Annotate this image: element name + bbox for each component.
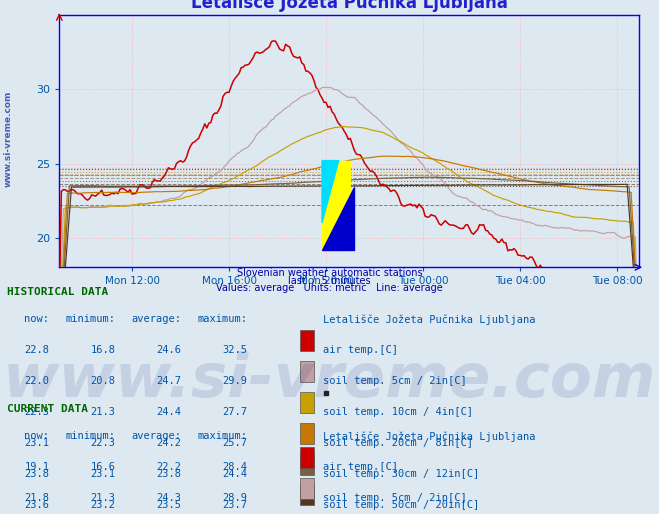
Bar [322,160,351,249]
Text: soil temp. 50cm / 20in[C]: soil temp. 50cm / 20in[C] [323,500,479,510]
Text: 24.2: 24.2 [156,438,181,448]
Bar [300,361,314,382]
Text: Values: average   Units: metric   Line: average: Values: average Units: metric Line: aver… [216,283,443,293]
Text: 22.3: 22.3 [24,407,49,417]
Text: air temp.[C]: air temp.[C] [323,462,398,472]
Text: 22.3: 22.3 [90,438,115,448]
Text: 23.1: 23.1 [24,438,49,448]
Text: 16.8: 16.8 [90,345,115,355]
Text: 23.5: 23.5 [156,500,181,510]
Title: Letališče Jožeta Pučnika Ljubljana: Letališče Jožeta Pučnika Ljubljana [191,0,507,12]
Text: 22.0: 22.0 [24,376,49,386]
Text: 22.8: 22.8 [24,345,49,355]
Text: 27.7: 27.7 [222,407,247,417]
Text: 32.5: 32.5 [222,345,247,355]
Text: average:: average: [131,315,181,324]
Text: 29.9: 29.9 [222,376,247,386]
Text: last  /  5 minutes: last / 5 minutes [288,276,371,286]
Text: 28.4: 28.4 [222,462,247,472]
Text: 21.3: 21.3 [90,493,115,503]
Text: Slovenian weather automatic stations: Slovenian weather automatic stations [237,268,422,278]
Text: 23.8: 23.8 [24,469,49,479]
Text: Letališče Jožeta Pučnika Ljubljana: Letališče Jožeta Pučnika Ljubljana [323,431,535,442]
Text: now:: now: [24,431,49,441]
Text: 21.8: 21.8 [24,493,49,503]
Text: 24.6: 24.6 [156,345,181,355]
Bar [300,331,314,351]
Polygon shape [322,160,339,223]
Text: 16.6: 16.6 [90,462,115,472]
Text: 22.2: 22.2 [156,462,181,472]
Text: 19.1: 19.1 [24,462,49,472]
Text: 21.3: 21.3 [90,407,115,417]
Text: 23.6: 23.6 [24,500,49,510]
Text: 24.4: 24.4 [222,469,247,479]
Bar [300,509,314,514]
Text: 24.4: 24.4 [156,407,181,417]
Text: www.si-vreme.com: www.si-vreme.com [3,351,656,410]
Text: soil temp. 30cm / 12in[C]: soil temp. 30cm / 12in[C] [323,469,479,479]
Text: CURRENT DATA: CURRENT DATA [7,403,88,414]
Bar [300,392,314,413]
Bar [300,485,314,505]
Text: HISTORICAL DATA: HISTORICAL DATA [7,287,108,297]
Text: 24.3: 24.3 [156,493,181,503]
Bar [300,447,314,468]
Text: average:: average: [131,431,181,441]
Text: soil temp. 10cm / 4in[C]: soil temp. 10cm / 4in[C] [323,407,473,417]
Polygon shape [322,187,355,249]
Text: 24.7: 24.7 [156,376,181,386]
Text: air temp.[C]: air temp.[C] [323,345,398,355]
Text: soil temp. 20cm / 8in[C]: soil temp. 20cm / 8in[C] [323,438,473,448]
Text: soil temp. 5cm / 2in[C]: soil temp. 5cm / 2in[C] [323,493,467,503]
Text: soil temp. 5cm / 2in[C]: soil temp. 5cm / 2in[C] [323,376,467,386]
Text: www.si-vreme.com: www.si-vreme.com [3,90,13,187]
Text: 23.1: 23.1 [90,469,115,479]
Text: 23.2: 23.2 [90,500,115,510]
Text: Letališče Jožeta Pučnika Ljubljana: Letališče Jožeta Pučnika Ljubljana [323,315,535,325]
Bar [300,478,314,499]
Text: maximum:: maximum: [197,431,247,441]
Text: 23.7: 23.7 [222,500,247,510]
Text: minimum:: minimum: [65,431,115,441]
Text: 25.7: 25.7 [222,438,247,448]
Text: 28.9: 28.9 [222,493,247,503]
Bar [300,423,314,444]
Text: minimum:: minimum: [65,315,115,324]
Text: 20.8: 20.8 [90,376,115,386]
Text: now:: now: [24,315,49,324]
Text: maximum:: maximum: [197,315,247,324]
Bar [300,454,314,474]
Text: 23.8: 23.8 [156,469,181,479]
